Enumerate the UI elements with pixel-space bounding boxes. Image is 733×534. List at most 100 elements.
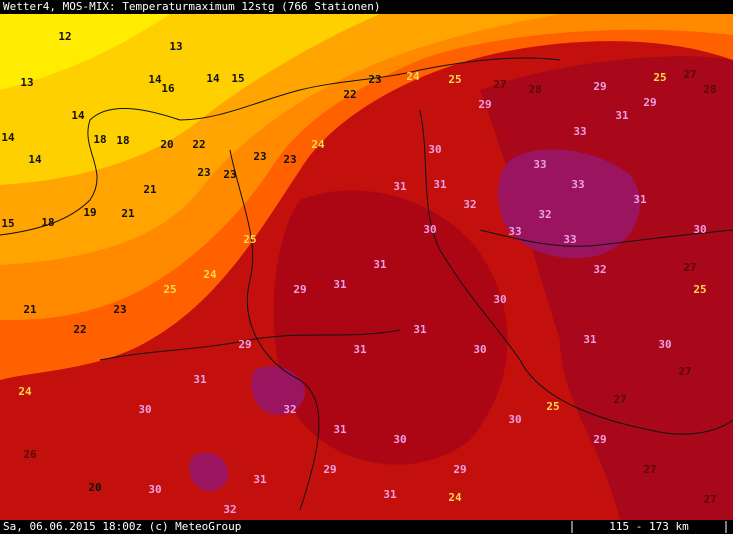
zone-dark-red-2 (273, 190, 508, 465)
station-value: 31 (583, 333, 597, 346)
station-value: 27 (683, 261, 696, 274)
station-value: 20 (160, 138, 173, 151)
station-value: 29 (593, 80, 606, 93)
station-value: 30 (393, 433, 406, 446)
station-value: 25 (653, 71, 666, 84)
station-value: 25 (243, 233, 256, 246)
station-value: 18 (41, 216, 54, 229)
station-value: 33 (563, 233, 576, 246)
station-value: 29 (453, 463, 466, 476)
zone-light-yellow (0, 14, 170, 90)
station-value: 29 (293, 283, 306, 296)
station-value: 20 (88, 481, 101, 494)
station-value: 31 (633, 193, 647, 206)
station-value: 29 (323, 463, 336, 476)
station-value: 30 (508, 413, 521, 426)
station-value: 31 (333, 278, 347, 291)
station-value: 22 (192, 138, 205, 151)
station-value: 14 (148, 73, 162, 86)
zone-purple-3 (189, 452, 229, 492)
footer-date: Sa, 06.06.2015 18:00z (c) MeteoGroup (3, 520, 241, 533)
station-value: 12 (58, 30, 71, 43)
station-value: 23 (368, 73, 381, 86)
station-value: 25 (693, 283, 706, 296)
station-value: 27 (678, 365, 691, 378)
station-value: 25 (448, 73, 461, 86)
station-value: 33 (571, 178, 584, 191)
station-value: 24 (406, 70, 420, 83)
station-value: 33 (573, 125, 586, 138)
station-value: 13 (169, 40, 182, 53)
station-value: 33 (533, 158, 546, 171)
zone-purple (498, 149, 640, 259)
station-value: 23 (283, 153, 296, 166)
station-value: 21 (121, 207, 135, 220)
station-value: 27 (643, 463, 656, 476)
station-value: 32 (283, 403, 296, 416)
station-value: 27 (613, 393, 626, 406)
station-value: 14 (1, 131, 15, 144)
station-value: 23 (197, 166, 210, 179)
station-value: 30 (423, 223, 436, 236)
station-value: 33 (508, 225, 521, 238)
station-value: 18 (93, 133, 106, 146)
station-value: 31 (353, 343, 367, 356)
zone-yellow (0, 14, 380, 185)
station-value: 23 (253, 150, 266, 163)
station-value: 22 (73, 323, 86, 336)
station-value: 31 (433, 178, 447, 191)
station-value: 31 (615, 109, 629, 122)
station-value: 22 (343, 88, 356, 101)
station-value: 30 (693, 223, 706, 236)
station-value: 23 (223, 168, 236, 181)
station-value: 29 (643, 96, 656, 109)
station-value: 30 (473, 343, 486, 356)
station-value: 29 (478, 98, 491, 111)
station-value: 32 (463, 198, 476, 211)
station-value: 24 (18, 385, 32, 398)
station-value: 14 (71, 109, 85, 122)
station-value: 30 (493, 293, 506, 306)
station-value: 16 (161, 82, 175, 95)
station-value: 13 (20, 76, 33, 89)
station-value: 31 (333, 423, 347, 436)
station-value: 25 (546, 400, 559, 413)
station-value: 30 (428, 143, 441, 156)
station-value: 28 (703, 83, 716, 96)
station-value: 26 (23, 448, 37, 461)
station-value: 18 (116, 134, 129, 147)
station-value: 28 (528, 83, 541, 96)
station-value: 32 (538, 208, 551, 221)
station-value: 32 (223, 503, 236, 516)
title-bar (0, 0, 733, 14)
station-value: 30 (148, 483, 161, 496)
station-value: 31 (383, 488, 397, 501)
station-value: 21 (143, 183, 157, 196)
station-value: 30 (658, 338, 671, 351)
footer-scale: 115 - 173 km (609, 520, 689, 533)
station-value: 31 (413, 323, 427, 336)
station-value: 15 (1, 217, 14, 230)
station-value: 14 (28, 153, 42, 166)
station-value: 31 (253, 473, 267, 486)
station-value: 31 (393, 180, 407, 193)
station-value: 14 (206, 72, 220, 85)
station-value: 24 (203, 268, 217, 281)
title: Wetter4, MOS-MIX: Temperaturmaximum 12st… (3, 0, 381, 13)
borders (0, 57, 733, 511)
station-value: 21 (23, 303, 37, 316)
station-value: 27 (493, 78, 506, 91)
station-value: 23 (113, 303, 126, 316)
station-value: 24 (448, 491, 462, 504)
station-value: 25 (163, 283, 176, 296)
station-value: 30 (138, 403, 151, 416)
station-value: 29 (593, 433, 606, 446)
zone-purple-2 (251, 366, 305, 415)
footer-bar (0, 520, 733, 534)
station-value: 31 (373, 258, 387, 271)
station-value: 15 (231, 72, 244, 85)
station-value: 27 (683, 68, 696, 81)
station-value: 19 (83, 206, 96, 219)
